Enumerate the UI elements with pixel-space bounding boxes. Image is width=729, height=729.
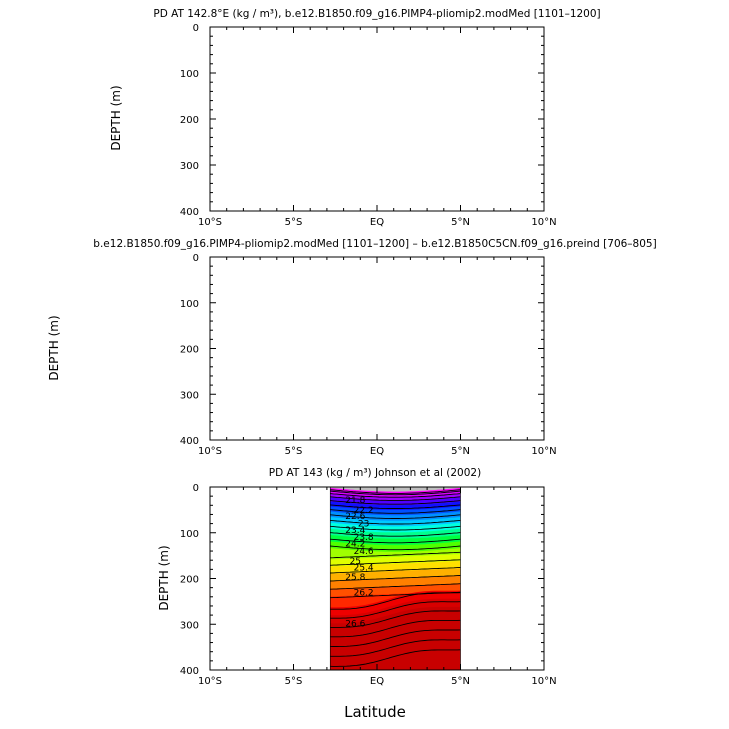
panel-3-contour-labels: 21.822.222.62323.423.824.224.62525.425.8… bbox=[345, 496, 374, 629]
contour-label: 26.6 bbox=[345, 619, 365, 629]
panel-2-title: b.e12.B1850.f09_g16.PIMP4-pliomip2.modMe… bbox=[93, 238, 656, 250]
contour-line bbox=[330, 519, 461, 525]
panel-3-title: PD AT 143 (kg / m³) Johnson et al (2002) bbox=[269, 467, 481, 479]
contour-line bbox=[330, 649, 461, 667]
y-tick-label: 0 bbox=[193, 483, 199, 494]
plot-border bbox=[209, 26, 545, 212]
x-tick-label: 5°S bbox=[285, 446, 303, 457]
panel-3-ticklabels: 10°S 5°S EQ 5°N 10°N 0 100 200 300 400 bbox=[180, 483, 557, 687]
y-tick-label: 0 bbox=[193, 253, 199, 264]
panel-1: PD AT 142.8°E (kg / m³), b.e12.B1850.f09… bbox=[109, 8, 601, 228]
contour-line bbox=[330, 493, 461, 498]
contour-label: 23.8 bbox=[354, 533, 374, 543]
y-tick-label: 200 bbox=[180, 345, 199, 356]
panel-1-title: PD AT 142.8°E (kg / m³), b.e12.B1850.f09… bbox=[153, 8, 600, 20]
plot-border bbox=[209, 256, 545, 441]
contour-label: 25 bbox=[350, 557, 361, 567]
contour-label: 24.2 bbox=[345, 540, 365, 550]
panel-3-frame bbox=[209, 486, 545, 671]
x-tick-label: 5°N bbox=[451, 676, 470, 687]
y-tick-label: 100 bbox=[180, 529, 199, 540]
contour-line bbox=[330, 490, 461, 496]
x-tick-label: 5°S bbox=[285, 676, 303, 687]
y-tick-label: 400 bbox=[180, 666, 199, 677]
contour-label: 23 bbox=[358, 519, 369, 529]
panel-3-contour-lines bbox=[329, 487, 461, 670]
contour-line bbox=[330, 567, 461, 574]
panel-3-ylabel: DEPTH (m) bbox=[157, 545, 171, 610]
panel-1-ylabel: DEPTH (m) bbox=[109, 85, 123, 150]
contour-line bbox=[330, 509, 461, 514]
contour-label: 26.2 bbox=[354, 589, 374, 599]
x-tick-label: 10°N bbox=[531, 676, 556, 687]
contour-label: 22.6 bbox=[345, 512, 365, 522]
x-tick-label: EQ bbox=[370, 217, 384, 228]
x-tick-label: 10°S bbox=[198, 217, 222, 228]
contour-line bbox=[330, 525, 461, 531]
x-tick-label: EQ bbox=[370, 446, 384, 457]
x-tick-label: 10°N bbox=[531, 446, 556, 457]
contour-line bbox=[330, 592, 461, 610]
contour-line bbox=[330, 639, 461, 657]
contour-label: 23.4 bbox=[345, 526, 365, 536]
contour-line bbox=[330, 500, 461, 505]
contour-line bbox=[330, 601, 461, 619]
y-tick-label: 200 bbox=[180, 575, 199, 586]
contour-line bbox=[330, 619, 461, 638]
contour-line bbox=[330, 629, 461, 647]
contour-line bbox=[330, 575, 461, 582]
contour-label: 24.6 bbox=[354, 547, 374, 557]
panel-2-ylabel: DEPTH (m) bbox=[47, 315, 61, 380]
contour-line bbox=[330, 545, 461, 551]
panel-2: b.e12.B1850.f09_g16.PIMP4-pliomip2.modMe… bbox=[47, 238, 657, 457]
x-tick-label: 5°S bbox=[285, 217, 303, 228]
contour-line bbox=[330, 504, 461, 509]
contour-line bbox=[330, 489, 461, 494]
x-tick-label: 10°S bbox=[198, 446, 222, 457]
y-tick-label: 100 bbox=[180, 69, 199, 80]
contour-line bbox=[330, 538, 461, 544]
contour-label: 21.8 bbox=[345, 496, 365, 506]
panel-1-frame bbox=[209, 26, 545, 212]
y-tick-label: 300 bbox=[180, 390, 199, 401]
contour-line bbox=[330, 514, 461, 519]
x-tick-label: 5°N bbox=[451, 446, 470, 457]
contour-line bbox=[330, 496, 461, 501]
panel-3-xlabel: Latitude bbox=[344, 703, 406, 721]
contour-line bbox=[330, 532, 461, 537]
panel-1-ticklabels: 10°S 5°S EQ 5°N 10°N 0 100 200 300 400 bbox=[180, 23, 557, 228]
contour-line bbox=[330, 610, 461, 628]
contour-line bbox=[330, 583, 461, 590]
contour-line bbox=[330, 559, 461, 566]
panel-3: PD AT 143 (kg / m³) Johnson et al (2002)… bbox=[157, 467, 557, 721]
y-tick-label: 400 bbox=[180, 207, 199, 218]
panel-2-frame bbox=[209, 256, 545, 441]
y-tick-label: 400 bbox=[180, 436, 199, 447]
x-tick-label: EQ bbox=[370, 676, 384, 687]
y-tick-label: 200 bbox=[180, 115, 199, 126]
panel-2-ticklabels: 10°S 5°S EQ 5°N 10°N 0 100 200 300 400 bbox=[180, 253, 557, 457]
contour-line bbox=[330, 551, 461, 559]
contour-label: 25.4 bbox=[354, 563, 374, 573]
contour-label: 25.8 bbox=[345, 573, 365, 583]
x-tick-label: 10°S bbox=[198, 676, 222, 687]
y-tick-label: 300 bbox=[180, 620, 199, 631]
y-tick-label: 100 bbox=[180, 299, 199, 310]
contour-label: 22.2 bbox=[354, 506, 374, 516]
x-tick-label: 5°N bbox=[451, 217, 470, 228]
y-tick-label: 0 bbox=[193, 23, 199, 34]
x-tick-label: 10°N bbox=[531, 217, 556, 228]
y-tick-label: 300 bbox=[180, 161, 199, 172]
